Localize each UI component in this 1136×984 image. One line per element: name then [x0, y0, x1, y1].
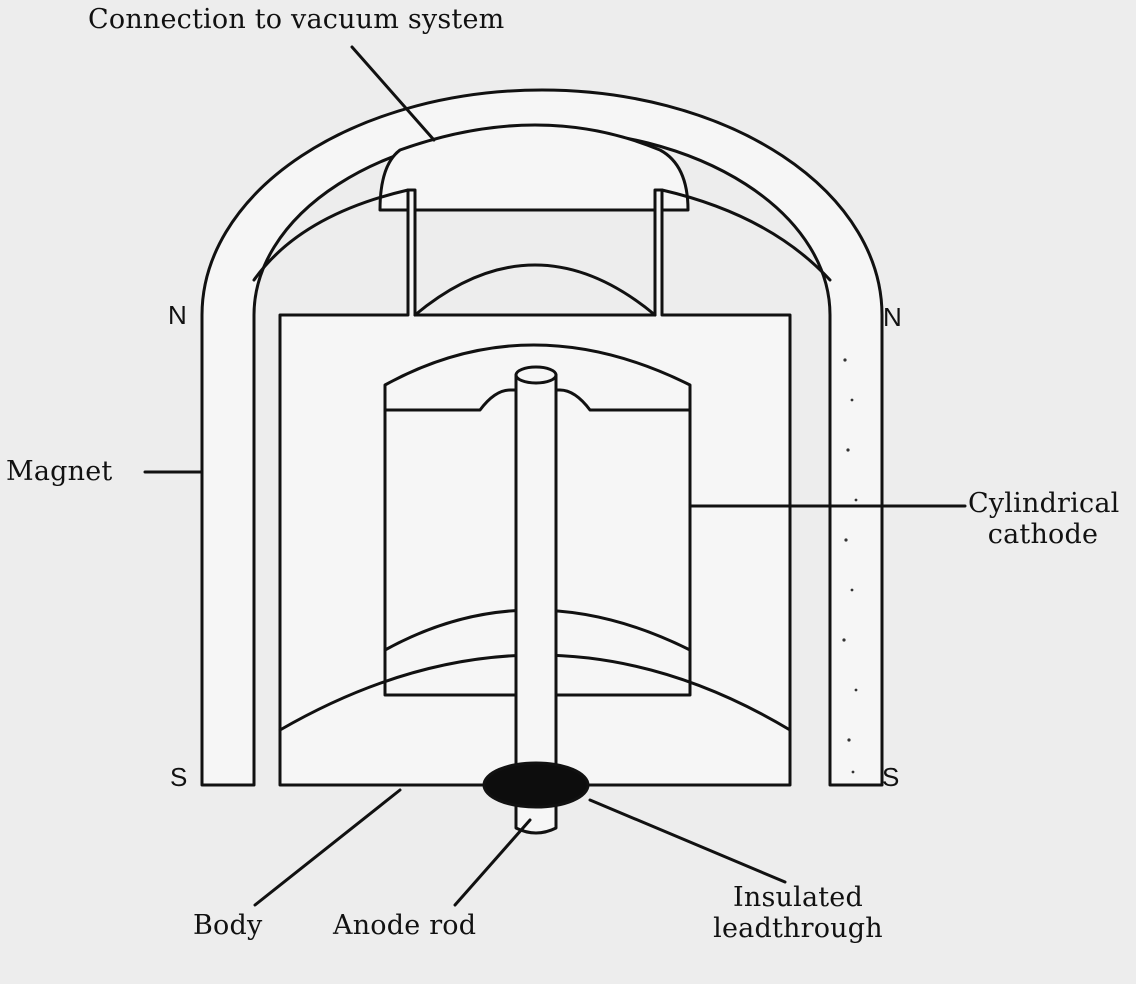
label-anode-rod: Anode rod	[333, 910, 477, 941]
anode-rod-top	[514, 365, 558, 385]
pole-south-right: S	[882, 762, 900, 792]
label-insulated-leadthrough: Insulated leadthrough	[708, 882, 888, 944]
vacuum-connection-tube	[378, 123, 690, 212]
pole-north-left: N	[168, 300, 187, 330]
leader-leadthrough	[588, 798, 787, 884]
insulated-leadthrough	[482, 761, 590, 809]
pole-south-left: S	[170, 762, 188, 792]
body-shoulder-right	[660, 188, 832, 282]
label-vacuum-connection: Connection to vacuum system	[88, 4, 505, 35]
label-magnet: Magnet	[6, 456, 113, 487]
anode-rod	[514, 373, 558, 835]
leader-vacuum	[350, 45, 436, 142]
leader-body	[253, 788, 402, 907]
label-body: Body	[193, 910, 263, 941]
label-cathode-line1: Cylindrical	[968, 488, 1120, 519]
pole-north-right: N	[883, 302, 902, 332]
body-inner-arc	[413, 263, 657, 317]
body-shoulder-left	[252, 188, 410, 282]
leader-anode	[453, 818, 532, 907]
label-cylindrical-cathode: Cylindrical cathode	[968, 488, 1120, 550]
label-leadthrough-line2: leadthrough	[713, 913, 883, 944]
label-cathode-line2: cathode	[987, 519, 1099, 550]
label-leadthrough-line1: Insulated	[733, 882, 863, 913]
magnet-stipple	[842, 358, 858, 774]
